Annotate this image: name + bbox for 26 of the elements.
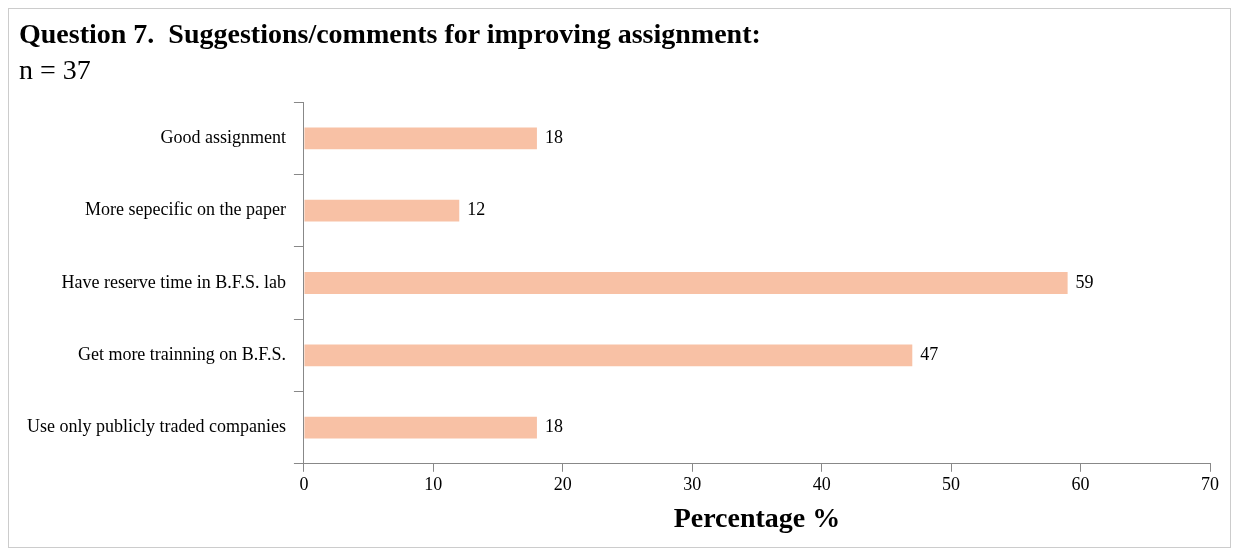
chart-title: Question 7. Suggestions/comments for improving assignment: [19, 18, 761, 50]
x-tick-label: 60 [1071, 474, 1090, 495]
data-label: 18 [544, 416, 563, 437]
text: n = 37 [19, 53, 91, 85]
x-tick-label: 50 [942, 474, 961, 495]
bar [304, 344, 913, 367]
bar [304, 199, 460, 222]
x-axis-title: Percentage % [673, 502, 841, 534]
x-tick-label: 40 [812, 474, 831, 495]
x-tick-label: 10 [424, 474, 443, 495]
y-tick-label: More sepecific on the paper [85, 199, 286, 220]
bar [304, 416, 537, 439]
y-tick-label: Get more trainning on B.F.S. [77, 344, 286, 365]
y-tick-label: Use only publicly traded companies [27, 416, 286, 437]
x-tick-label: 0 [299, 474, 309, 495]
bar [304, 272, 1068, 294]
data-label: 47 [920, 344, 939, 365]
x-tick-label: 70 [1201, 474, 1219, 495]
data-label: 18 [544, 127, 563, 148]
y-tick-label: Good assignment [160, 127, 286, 148]
bar [304, 127, 537, 150]
x-tick-label: 30 [683, 474, 702, 495]
y-tick-label: Have reserve time in B.F.S. lab [61, 271, 286, 292]
data-label: 12 [467, 199, 486, 220]
data-label: 59 [1075, 271, 1094, 292]
x-tick-label: 20 [553, 474, 572, 495]
